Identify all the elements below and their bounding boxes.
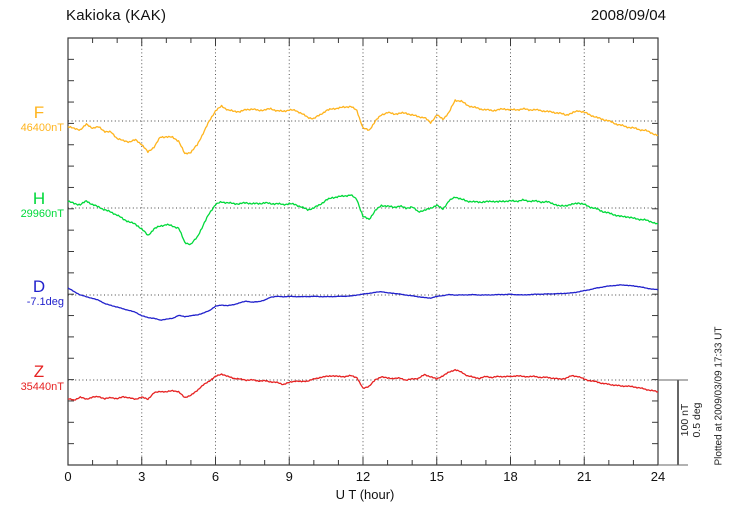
trace-F — [67, 99, 659, 155]
x-tick-label-3: 3 — [138, 469, 146, 484]
x-tick-label-21: 21 — [577, 469, 592, 484]
scale-bar-nt: 100 nT — [679, 403, 691, 437]
series-letter-F: F — [33, 103, 45, 122]
trace-Z — [67, 368, 659, 401]
plot-title: Kakioka (KAK) — [66, 7, 167, 24]
series-base-value-F: 46400nT — [20, 122, 64, 134]
x-tick-label-9: 9 — [285, 469, 293, 484]
x-tick-label-24: 24 — [650, 469, 666, 484]
scale-bar-deg: 0.5 deg — [691, 402, 703, 438]
scale-bar-caption: 100 nT 0.5 deg — [679, 378, 703, 462]
series-base-value-Z: 35440nT — [20, 381, 64, 393]
x-tick-label-15: 15 — [429, 469, 444, 484]
plot-date: 2008/09/04 — [590, 7, 666, 24]
series-letter-H: H — [32, 189, 46, 208]
series-letter-Z: Z — [33, 362, 45, 381]
trace-D — [67, 284, 659, 321]
series-letter-D: D — [32, 277, 46, 296]
x-tick-label-12: 12 — [355, 469, 371, 484]
series-label-Z: Z 35440nT — [0, 362, 64, 394]
series-base-value-D: -7.1deg — [26, 296, 64, 308]
x-tick-label-0: 0 — [64, 469, 72, 484]
series-label-F: F 46400nT — [0, 103, 64, 135]
series-base-value-H: 29960nT — [20, 208, 64, 220]
trace-H — [67, 194, 659, 246]
x-tick-label-18: 18 — [503, 469, 518, 484]
series-label-D: D -7.1deg — [0, 277, 64, 309]
series-label-H: H 29960nT — [0, 189, 64, 221]
plotted-at-note: Plotted at 2009/03/09 17:33 UT — [713, 326, 725, 466]
x-axis-title: U T (hour) — [335, 487, 395, 502]
plot-frame — [67, 37, 659, 466]
x-tick-label-6: 6 — [211, 469, 220, 484]
